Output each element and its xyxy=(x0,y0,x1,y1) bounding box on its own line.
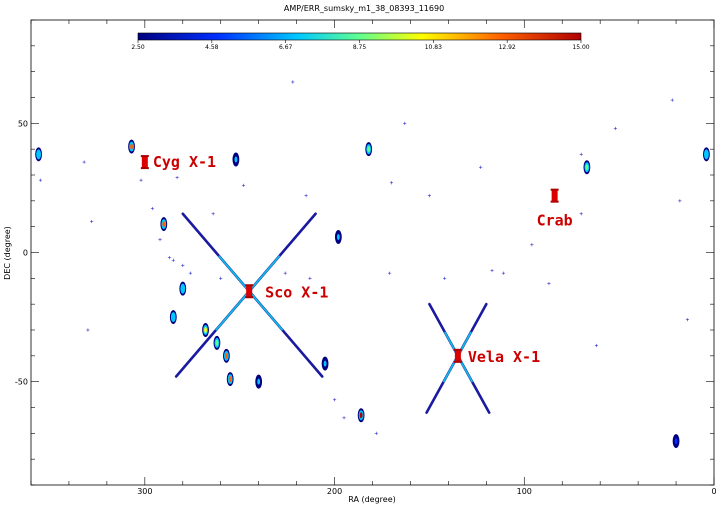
source-blob-core xyxy=(367,146,371,153)
chart-title: AMP/ERR_sumsky_m1_38_08393_11690 xyxy=(284,4,444,13)
x-tick-label: 300 xyxy=(137,487,152,496)
source-marker-cap xyxy=(453,360,462,363)
source-blob-core xyxy=(705,151,708,158)
source-blob-core xyxy=(257,378,261,385)
source-blob-core xyxy=(585,164,589,171)
y-tick-label: 50 xyxy=(18,119,28,128)
source-marker-cap xyxy=(550,200,559,203)
source-blob-core xyxy=(225,352,228,359)
x-tick-label: 200 xyxy=(327,487,342,496)
x-tick-label: 0 xyxy=(711,487,716,496)
source-label: Sco X-1 xyxy=(265,283,328,301)
colorbar xyxy=(137,32,582,41)
colorbar-tick-label: 10.83 xyxy=(425,44,442,51)
y-tick-label: -50 xyxy=(15,378,28,387)
source-label: Crab xyxy=(537,212,573,230)
source-blob-core xyxy=(359,412,363,419)
source-marker xyxy=(246,285,253,298)
source-marker-cap xyxy=(245,284,254,287)
source-blob-core xyxy=(323,360,327,367)
colorbar-ticks: 2.50 4.58 6.67 8.75 10.83 12.92 15.00 xyxy=(131,40,590,51)
colorbar-tick-label: 2.50 xyxy=(131,44,145,51)
source-blob-core xyxy=(171,314,175,321)
source-blob-core xyxy=(674,438,678,445)
x-tick-label: 100 xyxy=(517,487,532,496)
y-axis-title: DEC (degree) xyxy=(3,226,12,280)
colorbar-tick-label: 8.75 xyxy=(353,44,367,51)
source-blobs xyxy=(35,139,710,449)
source-blob-core xyxy=(234,156,238,163)
source-marker xyxy=(141,156,148,169)
colorbar-tick-label: 6.67 xyxy=(279,44,293,51)
source-blob-core xyxy=(336,234,340,240)
source-marker-cap xyxy=(140,155,149,158)
source-marker xyxy=(454,349,461,362)
source-marker-cap xyxy=(140,167,149,170)
axis-ticks: 300 200 100 0 50 0 -50 xyxy=(15,19,717,496)
source-marker-cap xyxy=(550,188,559,191)
colorbar-tick-label: 4.58 xyxy=(205,44,219,51)
source-label: Cyg X-1 xyxy=(153,153,216,171)
source-marker-cap xyxy=(245,296,254,299)
source-label: Vela X-1 xyxy=(468,348,540,366)
response-x-patterns xyxy=(174,212,491,414)
colorbar-tick-label: 12.92 xyxy=(499,44,516,51)
source-blob-core xyxy=(204,327,207,333)
x-axis-title: RA (degree) xyxy=(348,495,396,504)
source-labels: Cyg X-1 Crab Sco X-1 Vela X-1 xyxy=(153,153,573,366)
source-blob-core xyxy=(228,376,232,383)
source-blob-core xyxy=(37,151,40,158)
source-marker-cap xyxy=(453,348,462,351)
y-tick-label: 0 xyxy=(23,249,28,258)
source-markers xyxy=(140,155,559,363)
plot-frame xyxy=(30,19,715,486)
source-blob-core xyxy=(181,285,185,292)
source-blob-core xyxy=(162,221,166,228)
source-marker xyxy=(551,189,558,202)
colorbar-tick-label: 15.00 xyxy=(572,44,589,51)
noise-crosses xyxy=(38,80,690,435)
source-blob-core xyxy=(130,143,133,150)
source-blob-core xyxy=(215,339,219,346)
